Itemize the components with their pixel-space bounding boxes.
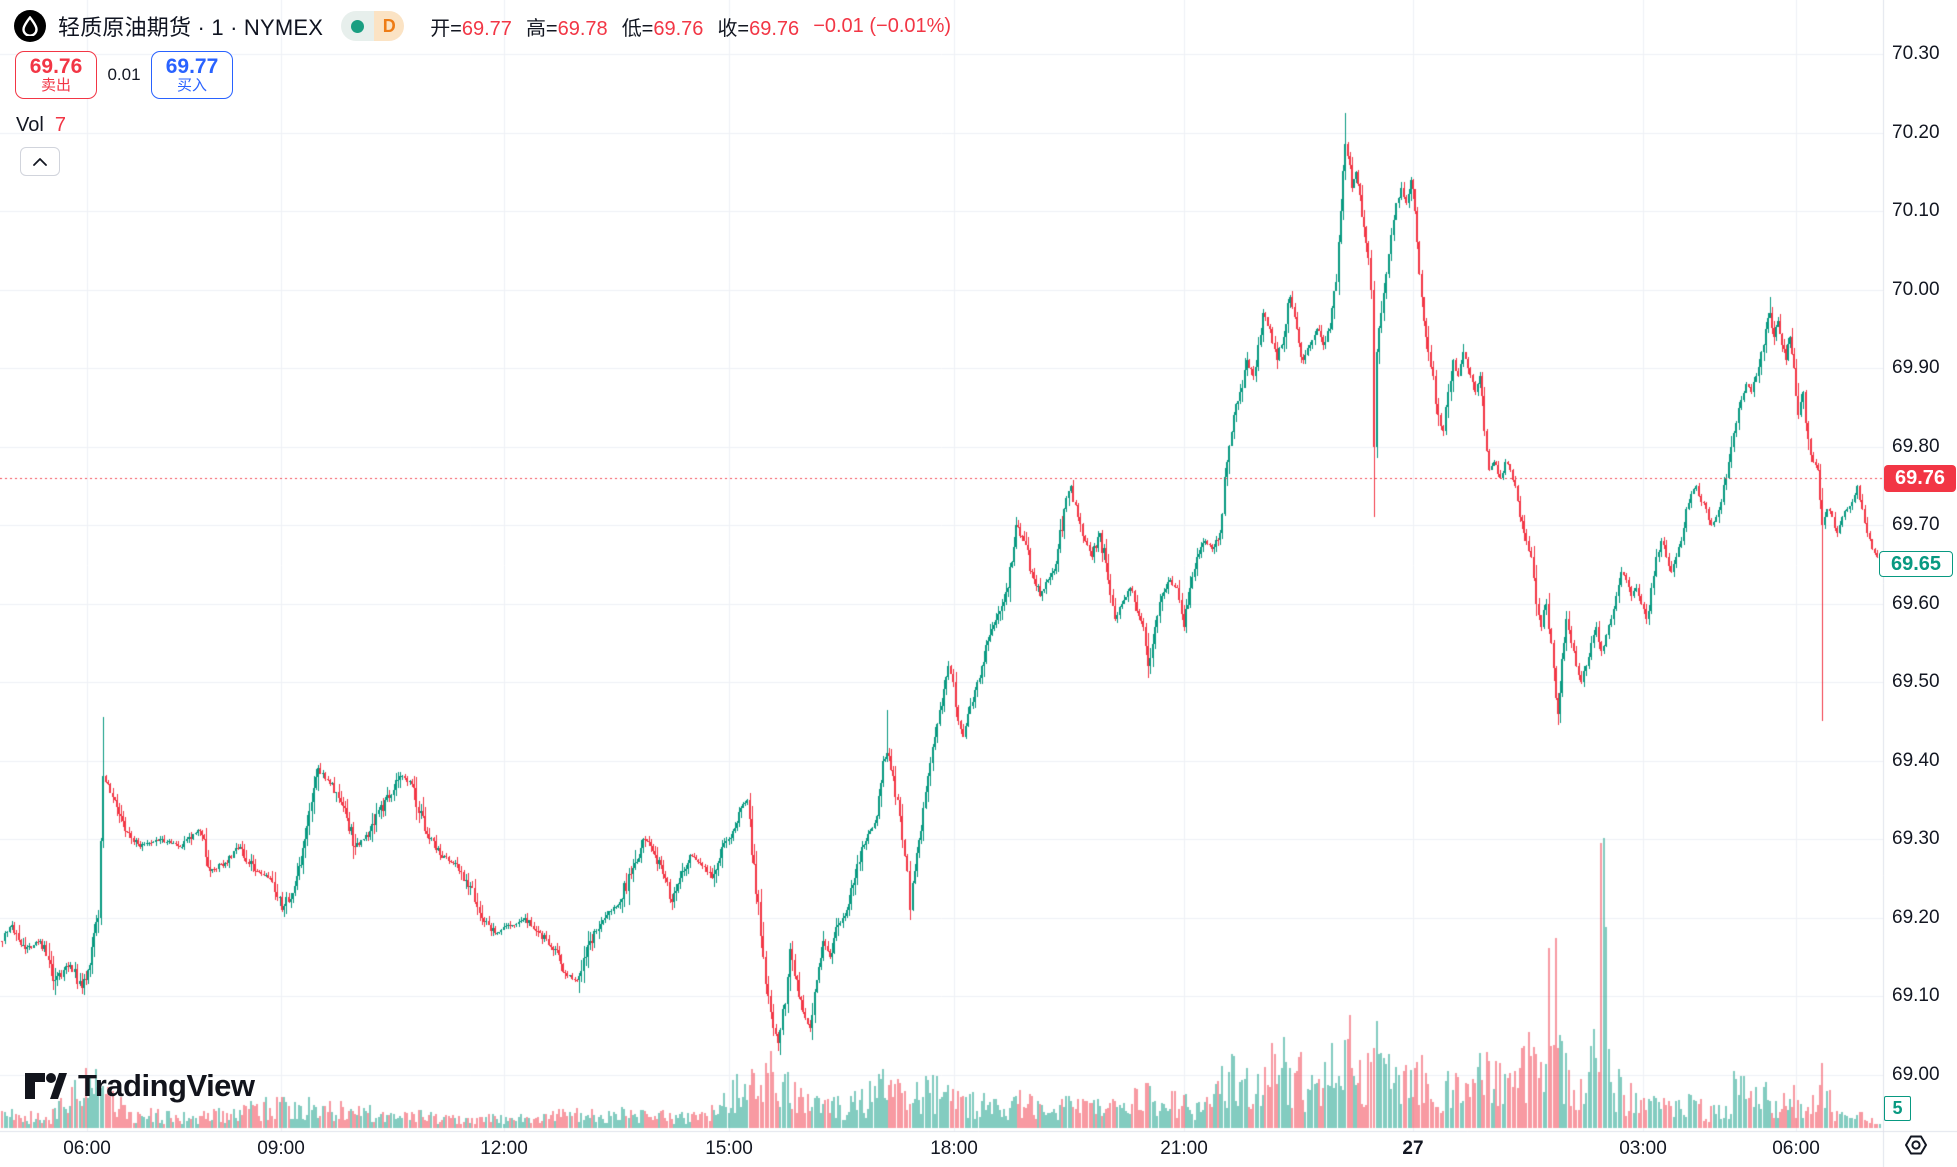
symbol-title[interactable]: 轻质原油期货 · 1 · NYMEX <box>58 15 324 40</box>
price-axis-label: 70.20 <box>1892 121 1940 143</box>
low-value: 69.76 <box>653 17 704 40</box>
oil-drop-icon <box>22 16 38 36</box>
last-close-badge: 69.65 <box>1879 551 1953 578</box>
volume-value: 7 <box>54 114 66 136</box>
spread-value: 0.01 <box>107 65 141 84</box>
price-axis-label: 69.60 <box>1892 592 1940 614</box>
chevron-up-icon <box>33 157 47 166</box>
volume-axis-badge: 5 <box>1884 1096 1911 1121</box>
time-axis-label: 06:00 <box>63 1138 111 1159</box>
trade-panel: 69.76 卖出 0.01 69.77 买入 <box>15 51 233 99</box>
price-axis-label: 69.50 <box>1892 671 1940 693</box>
time-axis-label: 03:00 <box>1619 1138 1667 1159</box>
interval-letter[interactable]: D <box>374 11 405 41</box>
time-axis-label: 15:00 <box>705 1138 753 1159</box>
close-value: 69.76 <box>749 17 800 40</box>
interval-selector[interactable]: D <box>341 11 405 41</box>
price-axis-label: 69.90 <box>1892 357 1940 379</box>
tradingview-watermark: TradingView <box>24 1068 255 1104</box>
sell-button[interactable]: 69.76 卖出 <box>15 51 97 99</box>
price-axis-label: 69.70 <box>1892 514 1940 536</box>
price-axis-label: 69.20 <box>1892 906 1940 928</box>
buy-label: 买入 <box>176 77 207 95</box>
market-status-dot-icon <box>351 19 365 33</box>
tradingview-logo-icon <box>25 1073 67 1099</box>
buy-price: 69.77 <box>165 55 219 79</box>
sell-price: 69.76 <box>29 55 83 79</box>
price-axis-label: 70.00 <box>1892 278 1940 300</box>
low-label: 低= <box>621 17 654 40</box>
last-price-badge: 69.76 <box>1884 464 1956 492</box>
price-axis-label: 69.80 <box>1892 435 1940 457</box>
volume-label: Vol <box>16 114 44 136</box>
change-value: −0.01 (−0.01%) <box>813 14 952 37</box>
high-label: 高= <box>525 17 558 40</box>
price-axis-label: 69.10 <box>1892 985 1940 1007</box>
time-axis-label: 09:00 <box>257 1138 305 1159</box>
interval-status <box>341 11 375 41</box>
time-axis-label: 12:00 <box>480 1138 528 1159</box>
open-label: 开= <box>430 17 462 40</box>
price-axis-label: 69.40 <box>1892 749 1940 771</box>
close-label: 收= <box>717 17 750 40</box>
buy-button[interactable]: 69.77 买入 <box>151 51 233 99</box>
time-axis-label: 27 <box>1402 1138 1424 1159</box>
timezone-settings-button[interactable] <box>1902 1131 1930 1159</box>
collapse-panel-button[interactable] <box>20 147 60 176</box>
chart-header: 轻质原油期货 · 1 · NYMEX D 开=69.77 高=69.78 低=6… <box>14 10 951 42</box>
open-value: 69.77 <box>461 17 512 40</box>
price-axis-label: 70.10 <box>1892 200 1940 222</box>
ohlc-readout: 开=69.77 高=69.78 低=69.76 收=69.76 −0.01 (−… <box>430 12 951 41</box>
gear-icon <box>1905 1135 1927 1155</box>
time-axis-label: 18:00 <box>930 1138 978 1159</box>
time-axis-label: 21:00 <box>1160 1138 1208 1159</box>
price-axis-label: 70.30 <box>1892 43 1940 65</box>
price-axis-label: 69.00 <box>1892 1063 1940 1085</box>
time-axis-label: 06:00 <box>1772 1138 1820 1159</box>
price-axis-label: 69.30 <box>1892 828 1940 850</box>
high-value: 69.78 <box>557 17 608 40</box>
volume-readout: Vol 7 <box>16 114 66 137</box>
sell-label: 卖出 <box>40 77 71 95</box>
crude-oil-symbol-icon[interactable] <box>14 10 46 42</box>
tradingview-watermark-text: TradingView <box>78 1068 255 1103</box>
